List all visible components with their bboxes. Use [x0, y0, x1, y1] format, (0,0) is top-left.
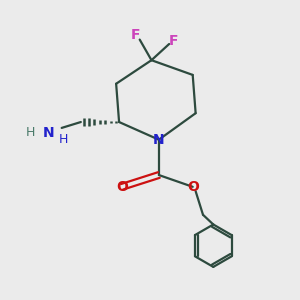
Text: O: O [116, 180, 128, 194]
Text: H: H [26, 126, 35, 140]
Text: N: N [153, 133, 165, 147]
Text: F: F [169, 34, 178, 48]
Text: O: O [187, 180, 199, 194]
Text: H: H [58, 133, 68, 146]
Text: F: F [130, 28, 140, 42]
Text: N: N [43, 126, 54, 140]
